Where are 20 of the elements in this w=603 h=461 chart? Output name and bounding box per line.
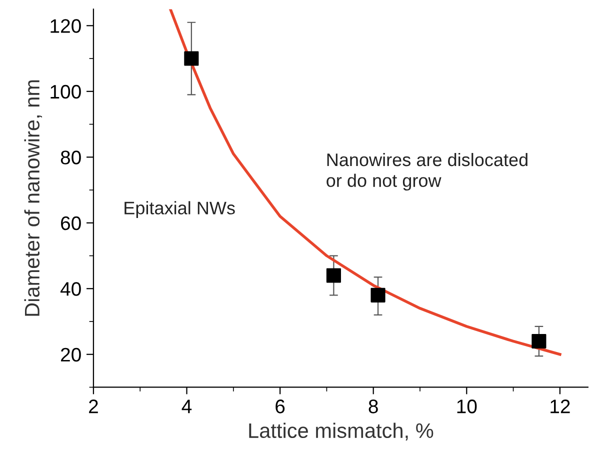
point <box>326 268 341 283</box>
x-tick-label: 4 <box>182 400 192 414</box>
point <box>370 288 386 302</box>
x-tick-label: 12 <box>550 400 570 414</box>
y-tick-label: 20 <box>61 348 81 362</box>
x-tick-label: 8 <box>368 400 378 414</box>
y-tick-label: 60 <box>61 216 81 230</box>
point <box>532 334 546 349</box>
x-tick-label: 2 <box>89 400 98 414</box>
annotation: Nanowires are dislocated or do not grow <box>326 152 528 191</box>
y-axis-title: Diameter of nanowire, nm <box>24 80 42 316</box>
y-tick-label: 40 <box>60 282 81 296</box>
y-tick-label: 100 <box>50 84 81 99</box>
y-tick-label: 120 <box>50 19 81 33</box>
point <box>184 51 199 66</box>
y-tick-label: 80 <box>60 150 81 164</box>
annotation: Epitaxial NWs <box>124 201 235 218</box>
x-tick-label: 6 <box>276 400 285 414</box>
x-tick-label: 10 <box>457 400 477 414</box>
x-axis-title: Lattice mismatch, % <box>249 422 434 440</box>
